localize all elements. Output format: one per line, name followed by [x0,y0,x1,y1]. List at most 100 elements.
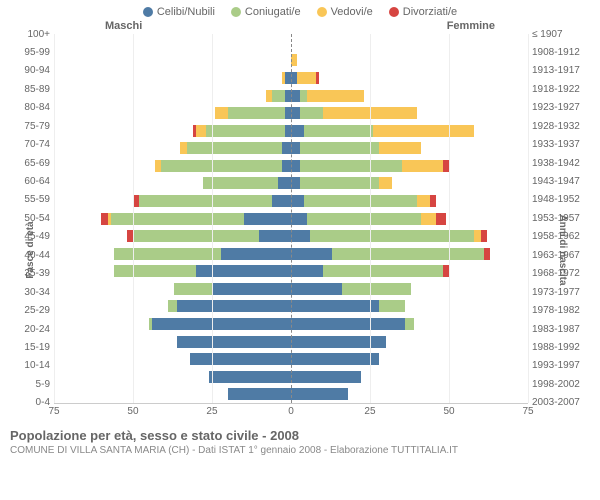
bar-segment [291,371,361,383]
birth-year-label: 1988-1992 [532,347,592,348]
legend-label: Divorziati/e [403,6,457,18]
female-bar [291,315,528,333]
grid-line [370,34,371,403]
legend-item: Celibi/Nubili [143,6,215,18]
bar-segment [484,248,490,260]
age-label: 100+ [8,34,50,35]
legend-label: Celibi/Nubili [157,6,215,18]
birth-year-label: 1978-1982 [532,311,592,312]
female-bar [291,122,528,140]
female-bar [291,157,528,175]
age-label: 90-94 [8,71,50,72]
age-label: 30-34 [8,292,50,293]
gender-labels: Maschi Femmine [0,20,600,34]
female-bar [291,104,528,122]
birth-year-label: 1948-1952 [532,200,592,201]
bar-segment [417,195,430,207]
bar-segment [332,248,484,260]
x-tick-label: 25 [206,406,217,417]
bar-segment [215,107,228,119]
bar-segment [291,90,300,102]
male-label: Maschi [105,20,142,32]
birth-year-label: 1923-1927 [532,108,592,109]
bar-segment [272,90,285,102]
bar-segment [196,125,205,137]
x-axis: 7550250255075 [0,404,600,420]
bar-segment [291,248,332,260]
age-label: 45-49 [8,237,50,238]
male-bar [54,227,291,245]
grid-line [528,34,529,403]
male-bar [54,192,291,210]
male-bar [54,263,291,281]
age-label: 25-29 [8,311,50,312]
bar-segment [291,142,300,154]
male-bar [54,386,291,404]
female-bar [291,192,528,210]
x-tick-label: 75 [48,406,59,417]
male-bar [54,175,291,193]
bar-segment [297,72,316,84]
bar-segment [304,125,374,137]
birth-year-label: 1973-1977 [532,292,592,293]
bar-segment [291,177,300,189]
male-bar [54,34,291,52]
bar-segment [379,142,420,154]
legend-item: Divorziati/e [389,6,457,18]
bar-segment [228,388,291,400]
male-bar [54,245,291,263]
bar-segment [379,300,404,312]
age-label: 20-24 [8,329,50,330]
legend-label: Coniugati/e [245,6,301,18]
bar-segment [291,353,379,365]
bar-segment [373,125,474,137]
birth-year-label: 1913-1917 [532,71,592,72]
birth-year-label: 1928-1932 [532,126,592,127]
birth-year-label: 1933-1937 [532,145,592,146]
bar-segment [307,90,364,102]
age-label: 65-69 [8,163,50,164]
chart-title: Popolazione per età, sesso e stato civil… [10,428,590,443]
plot [54,34,528,404]
age-label: 85-89 [8,89,50,90]
bar-segment [111,213,244,225]
age-label: 50-54 [8,218,50,219]
bar-segment [421,213,437,225]
bar-segment [114,248,221,260]
bar-segment [209,371,291,383]
bar-segment [177,300,291,312]
female-bar [291,69,528,87]
age-label: 0-4 [8,403,50,404]
bar-segment [300,142,379,154]
x-tick-label: 50 [127,406,138,417]
female-bar [291,350,528,368]
x-tick-label: 75 [522,406,533,417]
bar-segment [300,177,379,189]
female-bar [291,34,528,52]
center-line [291,34,292,403]
bar-segment [300,160,401,172]
age-label: 15-19 [8,347,50,348]
bar-segment [161,160,281,172]
x-tick-label: 50 [443,406,454,417]
age-label: 80-84 [8,108,50,109]
male-bar [54,280,291,298]
female-bar [291,139,528,157]
bar-segment [196,265,291,277]
female-label: Femmine [447,20,495,32]
male-bar [54,104,291,122]
birth-year-label: 1963-1967 [532,255,592,256]
male-bar [54,315,291,333]
bar-segment [291,388,348,400]
chart-area: 100+95-9990-9485-8980-8475-7970-7465-696… [0,34,600,404]
birth-year-label: 1953-1957 [532,218,592,219]
birth-year-label: ≤ 1907 [532,34,592,35]
bar-segment [300,107,322,119]
bar-segment [244,213,291,225]
birth-year-label: 1983-1987 [532,329,592,330]
chart-footer: Popolazione per età, sesso e stato civil… [0,420,600,460]
chart-subtitle: COMUNE DI VILLA SANTA MARIA (CH) - Dati … [10,445,590,456]
bar-segment [259,230,291,242]
bar-segment [291,107,300,119]
bar-segment [291,318,405,330]
